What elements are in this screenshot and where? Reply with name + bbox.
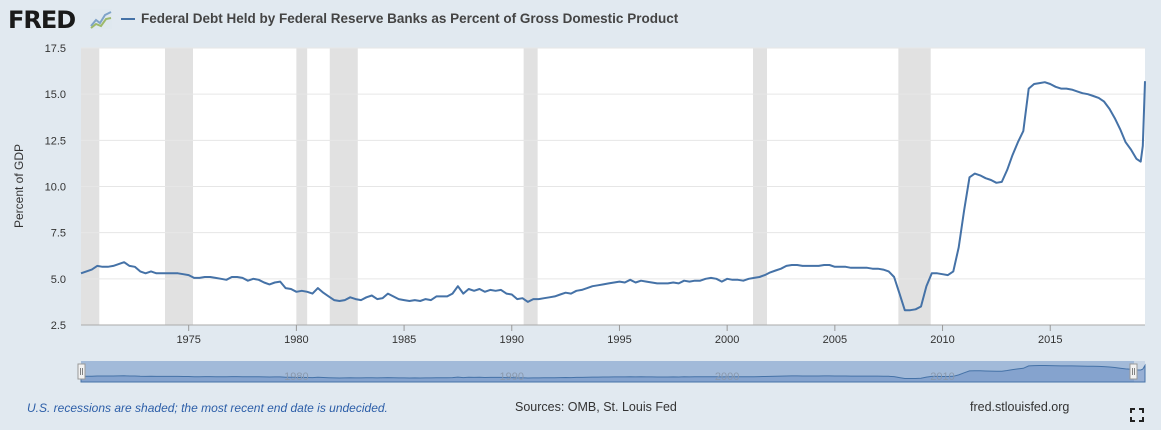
series-line	[80, 81, 1146, 312]
y-tick-label: 5.0	[51, 274, 66, 286]
y-axis-ticks: 2.5 5.0 7.5 10.0 12.5 15.0 17.5	[45, 43, 66, 332]
y-tick-label: 12.5	[45, 135, 66, 147]
x-tick-label: 2010	[930, 334, 954, 346]
navigator-right-handle[interactable]	[1129, 363, 1138, 380]
x-tick-label: 2000	[715, 334, 739, 346]
x-axis-ticks: 1975 1980 1985 1990 1995 2000 2005 2010 2015	[176, 325, 1062, 346]
series-lines	[80, 81, 1146, 312]
x-tick-label: 1980	[284, 334, 308, 346]
navigator-left-handle[interactable]	[77, 363, 86, 380]
site-link[interactable]: fred.stlouisfed.org	[970, 400, 1070, 414]
x-tick-label: 1975	[176, 334, 200, 346]
x-tick-label: 1985	[392, 334, 416, 346]
navigator-series-area	[80, 363, 1146, 383]
chart-title: Federal Debt Held by Federal Reserve Ban…	[141, 11, 679, 26]
y-tick-label: 15.0	[45, 89, 66, 101]
x-tick-label: 2005	[823, 334, 847, 346]
y-tick-label: 17.5	[45, 43, 66, 55]
x-tick-label: 2015	[1038, 334, 1062, 346]
chart-header: FRED Federal Debt Held by Federal Reserv…	[0, 0, 1161, 40]
y-tick-label: 7.5	[51, 228, 66, 240]
navigator-label: 2010	[930, 371, 954, 383]
legend-line	[121, 18, 135, 20]
grid-lines	[81, 47, 1145, 326]
navigator-labels: 1980 1990 2000 2010	[284, 371, 955, 383]
y-tick-label: 10.0	[45, 182, 66, 194]
navigator-label: 1990	[500, 371, 524, 383]
chart-icon	[90, 9, 112, 29]
navigator-label: 2000	[715, 371, 739, 383]
y-tick-label: 2.5	[51, 320, 66, 332]
navigator-label: 1980	[284, 371, 308, 383]
x-tick-label: 1995	[607, 334, 631, 346]
fred-logo[interactable]: FRED	[8, 6, 76, 34]
sources-text: Sources: OMB, St. Louis Fed	[515, 400, 677, 414]
x-tick-label: 1990	[500, 334, 524, 346]
fullscreen-icon[interactable]	[1130, 408, 1144, 422]
recession-note: U.S. recessions are shaded; the most rec…	[27, 401, 388, 415]
range-navigator[interactable]: 1980 1990 2000 2010	[77, 361, 1146, 383]
